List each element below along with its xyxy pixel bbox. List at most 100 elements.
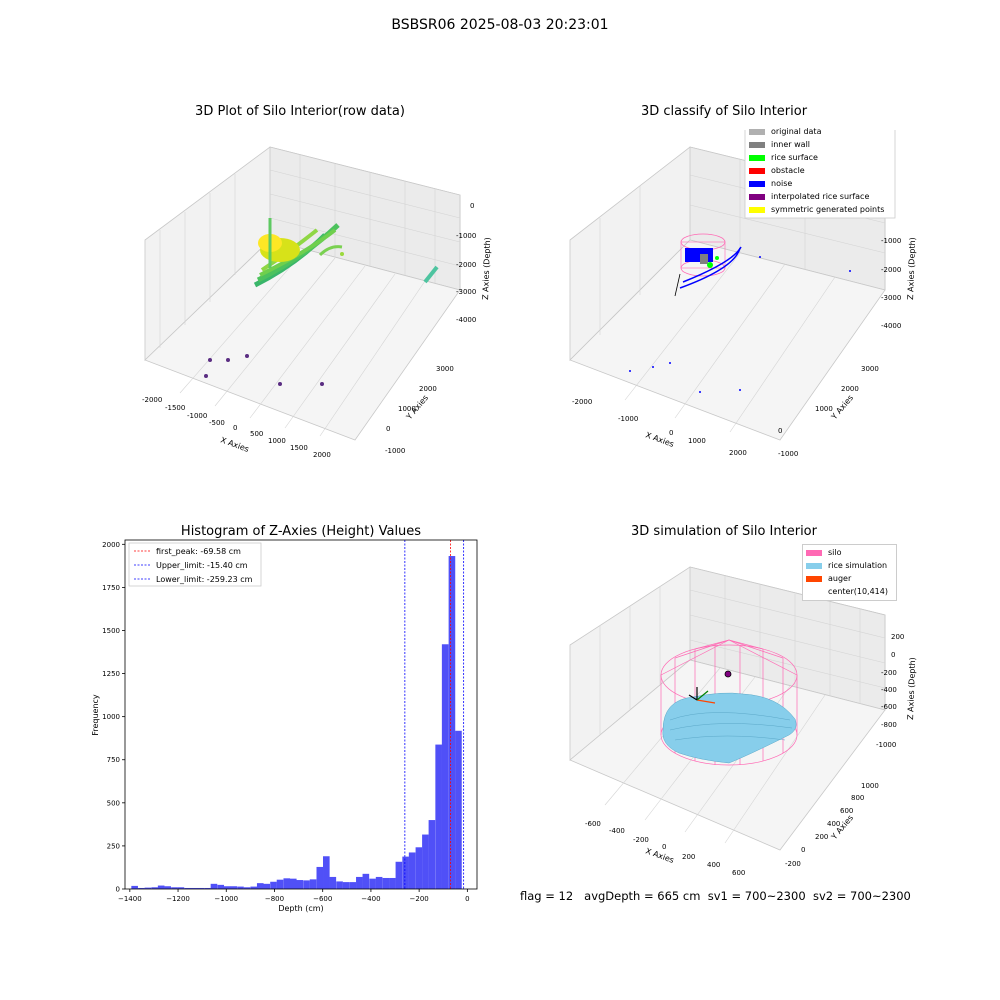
legend-label: symmetric generated points	[771, 205, 885, 214]
histogram-bar	[422, 834, 429, 889]
x-tick-label: −200	[410, 895, 429, 903]
histogram-bar	[250, 886, 258, 889]
legend-label: rice simulation	[828, 561, 888, 570]
panel-simulation-title: 3D simulation of Silo Interior	[631, 524, 817, 539]
x-ticks: −1400 −1200 −1000 −800 −600 −400 −200 0	[118, 889, 470, 903]
histogram-bar	[283, 878, 291, 889]
panel-raw-plot: -2000 -1500 -1000 -500 0 500 1000 1500 2…	[142, 146, 492, 459]
histogram-bar	[382, 877, 390, 889]
x-tick-label: 0	[465, 895, 469, 903]
tick-labels: -2000 -1500 -1000 -500 0 500 1000 1500 2…	[142, 202, 476, 459]
x-axis-label: X Axies	[219, 435, 250, 454]
histogram-bar	[171, 887, 178, 889]
legend-item: symmetric generated points	[749, 205, 884, 214]
raw-points-cloud	[204, 218, 439, 386]
z-tick: -1000	[876, 741, 896, 749]
legend-label: auger	[828, 574, 852, 583]
legend-item: interpolated rice surface	[749, 192, 869, 201]
histogram-bar	[303, 880, 310, 889]
histogram-bar	[243, 887, 251, 889]
z-tick: -600	[881, 703, 897, 711]
histogram-bar	[177, 887, 185, 889]
legend-swatch	[749, 167, 765, 174]
histogram-vlines	[404, 540, 465, 889]
histogram-bar	[362, 873, 370, 889]
x-tick: 2000	[313, 451, 331, 459]
panel-raw-title: 3D Plot of Silo Interior(row data)	[195, 104, 405, 119]
legend-swatch	[749, 128, 765, 135]
x-axis-label: Depth (cm)	[278, 904, 323, 913]
z-tick: 0	[891, 651, 895, 659]
grid-lines	[159, 155, 461, 437]
y-ticks: 0 250 500 750 1000 1250 1500 1750 2000	[102, 541, 125, 894]
histogram-legend: first_peak: -69.58 cm Upper_limit: -15.4…	[128, 542, 262, 587]
x-tick-label: −800	[265, 895, 284, 903]
x-tick: 0	[233, 424, 237, 432]
z-tick: -3000	[881, 294, 901, 302]
rice-surface	[662, 692, 797, 764]
z-axis-label: Z Axies (Depth)	[906, 657, 917, 720]
y-axis-label: Y Axies	[829, 393, 855, 422]
histogram-bar	[217, 884, 225, 889]
x-tick: 1500	[290, 444, 308, 452]
histogram-bar	[435, 744, 442, 889]
y-tick: -200	[785, 860, 801, 868]
y-tick-label: 1500	[102, 627, 120, 635]
legend-item: center(10,414)	[806, 587, 888, 596]
histogram-bar	[329, 876, 337, 889]
legend-lower-limit: Lower_limit: -259.23 cm	[156, 575, 253, 584]
tick-labels: -600 -400 -200 0 200 400 600 -200 0 200 …	[585, 633, 904, 877]
plot-frame	[124, 539, 478, 890]
classify-legend	[744, 130, 896, 219]
y-tick: 800	[851, 794, 864, 802]
y-tick: 400	[827, 820, 840, 828]
legend-item: rice simulation	[806, 561, 887, 570]
z-axis-label: Z Axies (Depth)	[481, 237, 492, 300]
legend-label: silo	[828, 548, 842, 557]
y-tick-label: 2000	[102, 541, 120, 549]
legend-label: interpolated rice surface	[771, 192, 870, 201]
y-tick: 2000	[419, 385, 437, 393]
panel-classify-title: 3D classify of Silo Interior	[640, 104, 808, 119]
status-sv1: sv1 = 700~2300	[707, 889, 806, 903]
z-tick: -1000	[456, 232, 476, 240]
histogram-bar	[408, 852, 416, 889]
legend-swatch	[749, 193, 765, 200]
histogram-bar	[230, 886, 238, 889]
histogram-bar	[138, 887, 145, 889]
x-tick: -200	[633, 836, 649, 844]
legend-swatch	[749, 154, 765, 161]
y-axis-label: Frequency	[91, 694, 100, 736]
legend-item: obstacle	[749, 166, 805, 175]
histogram-bar	[164, 886, 171, 889]
histogram-bar	[289, 878, 297, 889]
z-tick: -800	[881, 721, 897, 729]
x-tick-label: −1000	[214, 895, 238, 903]
legend-upper-limit: Upper_limit: -15.40 cm	[156, 561, 248, 570]
legend-swatch	[806, 589, 822, 595]
histogram-bar	[428, 820, 436, 889]
histogram-bar	[197, 887, 205, 889]
z-tick: -3000	[456, 288, 476, 296]
x-tick: 0	[662, 843, 666, 851]
histogram-bar	[342, 882, 350, 889]
classify-legend-items: original data inner wall rice surface ob…	[745, 124, 895, 218]
y-tick: 200	[815, 833, 828, 841]
legend-label: center(10,414)	[828, 587, 888, 596]
x-tick: 600	[732, 869, 745, 877]
y-tick: 1000	[815, 405, 833, 413]
legend-swatch	[749, 141, 765, 148]
z-tick: -400	[881, 686, 897, 694]
y-tick-label: 1250	[102, 670, 120, 678]
legend-first-peak: first_peak: -69.58 cm	[156, 547, 241, 556]
legend-swatch	[749, 206, 765, 213]
y-tick: -1000	[778, 450, 798, 458]
y-tick-label: 250	[107, 842, 120, 850]
y-tick: 0	[801, 846, 805, 854]
x-tick: 500	[250, 430, 263, 438]
status-sv2: sv2 = 700~2300	[812, 889, 911, 903]
histogram-bar	[184, 887, 191, 889]
histogram-bar	[144, 887, 152, 889]
histogram-bar	[296, 880, 304, 889]
x-tick: -1500	[165, 404, 185, 412]
